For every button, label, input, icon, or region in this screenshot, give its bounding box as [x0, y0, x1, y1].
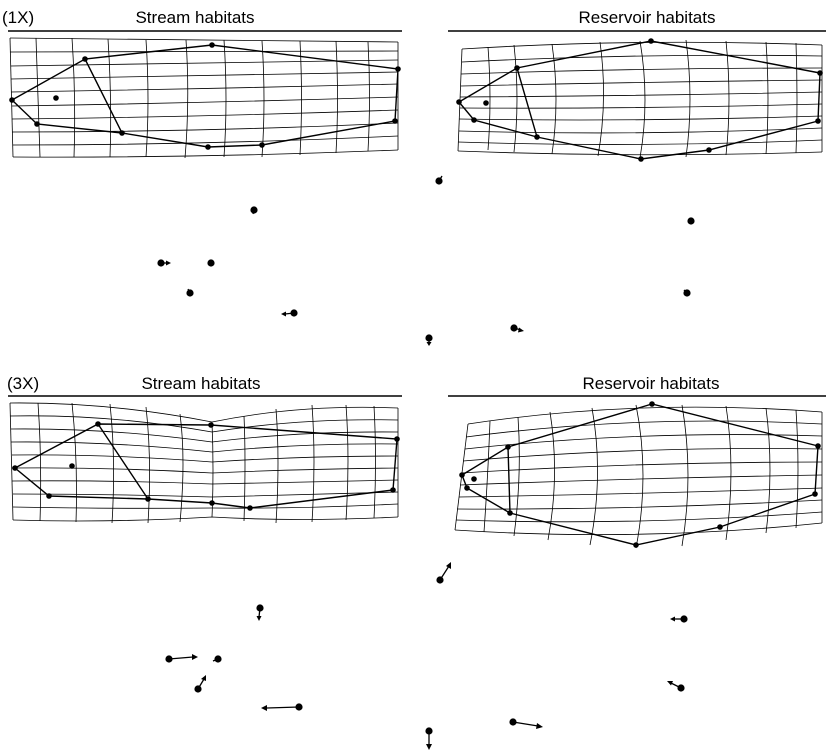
- vector-arrow: [207, 259, 215, 267]
- vector-arrow: [186, 288, 194, 297]
- landmark-point: [119, 130, 125, 136]
- row1-reservoir-landmark-outline: [457, 40, 821, 160]
- vector-arrow: [212, 655, 222, 663]
- vector-arrow: [194, 675, 206, 693]
- landmark-point: [507, 510, 513, 516]
- row1-right-panel-title: Reservoir habitats: [578, 8, 715, 27]
- row2-stream-deformation-grid: [9, 402, 399, 524]
- row1-displacement-vectors: [157, 175, 695, 346]
- landmark-point: [53, 95, 59, 101]
- landmark-point: [815, 118, 821, 124]
- row2-right-panel-title: Reservoir habitats: [582, 374, 719, 393]
- vector-arrow: [261, 703, 303, 711]
- landmark-point: [392, 118, 398, 124]
- vector-arrow: [250, 206, 258, 215]
- vector-arrow: [281, 309, 298, 317]
- landmark-point: [247, 505, 253, 511]
- landmark-point: [633, 542, 639, 548]
- landmark-point: [534, 134, 540, 140]
- row2-reservoir-landmark-outline: [461, 403, 819, 546]
- row2-left-panel-title: Stream habitats: [141, 374, 260, 393]
- landmark-point: [390, 487, 396, 493]
- row2-stream-landmarks: [12, 421, 400, 511]
- row1-stream-landmark-outline: [10, 44, 399, 148]
- landmark-point: [505, 444, 511, 450]
- row1-stream-landmarks: [9, 42, 401, 150]
- landmark-point: [95, 421, 101, 427]
- landmark-point: [649, 401, 655, 407]
- landmark-point: [815, 443, 821, 449]
- vector-arrow: [436, 562, 451, 584]
- row1-magnification-label: (1X): [2, 8, 34, 27]
- landmark-point: [34, 121, 40, 127]
- vector-arrow: [425, 334, 433, 346]
- landmark-point: [456, 99, 462, 105]
- landmark-point: [82, 56, 88, 62]
- landmark-point: [46, 493, 52, 499]
- landmark-point: [812, 491, 818, 497]
- landmark-point: [145, 496, 151, 502]
- row2-reservoir-deformation-grid: [454, 404, 823, 549]
- vector-arrow: [157, 259, 171, 267]
- vector-arrow: [425, 727, 433, 750]
- landmark-point: [69, 463, 75, 469]
- landmark-point: [209, 500, 215, 506]
- row1-left-panel-title: Stream habitats: [135, 8, 254, 27]
- landmark-point: [259, 142, 265, 148]
- row2-stream-landmark-outline: [13, 423, 398, 509]
- row1-reservoir-landmarks: [456, 38, 823, 162]
- landmark-point: [205, 144, 211, 150]
- vector-arrow: [256, 604, 264, 621]
- landmark-point: [471, 476, 477, 482]
- landmark-point: [648, 38, 654, 44]
- row2-magnification-label: (3X): [7, 374, 39, 393]
- row1-reservoir-deformation-grid: [457, 39, 823, 159]
- vector-arrow: [687, 217, 695, 225]
- vector-arrow: [435, 175, 443, 185]
- landmark-point: [471, 117, 477, 123]
- row2-reservoir-landmarks: [459, 401, 821, 548]
- landmark-point: [717, 524, 723, 530]
- landmark-point: [9, 97, 15, 103]
- vector-arrow: [510, 324, 524, 333]
- vector-arrow: [667, 681, 685, 692]
- landmark-point: [395, 66, 401, 72]
- landmark-point: [514, 65, 520, 71]
- landmark-point: [706, 147, 712, 153]
- landmark-point: [464, 485, 470, 491]
- landmark-point: [459, 472, 465, 478]
- landmark-point: [817, 70, 823, 76]
- row1-stream-deformation-grid: [9, 37, 399, 159]
- vector-arrow: [165, 654, 198, 663]
- row2-displacement-vectors: [165, 562, 688, 750]
- vector-arrow: [509, 718, 543, 729]
- vector-arrow: [670, 615, 688, 623]
- vector-arrow: [683, 289, 691, 297]
- landmark-point: [483, 100, 489, 106]
- landmark-point: [12, 465, 18, 471]
- landmark-point: [208, 422, 214, 428]
- landmark-point: [394, 436, 400, 442]
- landmark-point: [638, 156, 644, 162]
- landmark-point: [209, 42, 215, 48]
